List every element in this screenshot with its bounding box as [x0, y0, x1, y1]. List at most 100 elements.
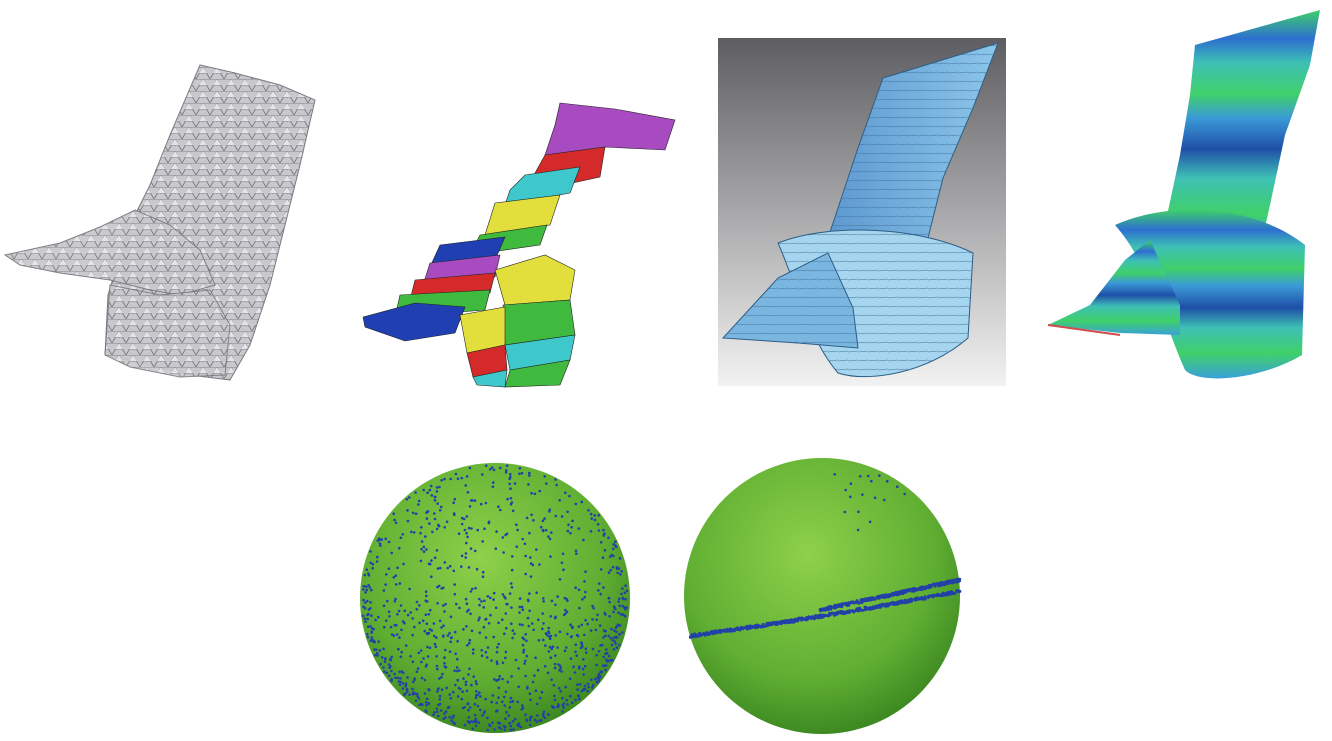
normal-point	[414, 491, 417, 494]
normal-point	[497, 686, 501, 690]
normal-point	[377, 640, 380, 643]
normal-point	[484, 501, 488, 505]
normal-point	[602, 629, 606, 632]
normal-point	[363, 607, 367, 610]
normal-point	[427, 701, 431, 705]
normal-point	[605, 659, 609, 662]
normal-point	[528, 471, 531, 475]
normal-point	[503, 728, 507, 732]
normal-point	[538, 696, 542, 700]
normal-point	[597, 650, 601, 653]
normal-point	[491, 721, 494, 725]
normal-point	[423, 692, 427, 695]
normal-point	[594, 628, 598, 632]
normal-point	[751, 625, 755, 629]
normal-point	[529, 716, 532, 719]
normal-point	[873, 496, 877, 500]
normal-point	[510, 586, 514, 589]
normal-point	[400, 650, 403, 654]
normal-point	[474, 680, 478, 683]
normal-point	[510, 622, 513, 625]
normal-point	[575, 552, 578, 555]
normal-point	[422, 550, 426, 553]
normal-point	[448, 632, 451, 635]
normal-point	[617, 624, 620, 627]
normal-point	[733, 627, 737, 631]
normal-point	[409, 611, 412, 614]
normal-point	[529, 575, 533, 578]
normal-point	[458, 606, 461, 610]
normal-point	[401, 533, 404, 536]
normal-point	[617, 567, 621, 570]
normal-point	[417, 503, 420, 506]
normal-point	[465, 541, 468, 545]
normal-point	[433, 642, 437, 646]
normal-point	[599, 592, 602, 596]
normal-point	[460, 554, 464, 558]
normal-point	[597, 529, 601, 532]
normal-point	[401, 620, 405, 623]
normal-point	[450, 719, 453, 722]
normal-point	[597, 679, 600, 683]
normal-point	[460, 522, 464, 526]
normal-point	[568, 494, 571, 498]
normal-point	[464, 552, 468, 555]
normal-point	[484, 636, 488, 639]
normal-point	[531, 680, 535, 684]
normal-point	[509, 487, 512, 490]
normal-point	[620, 592, 623, 596]
normal-point	[424, 613, 428, 616]
normal-point	[435, 707, 439, 711]
normal-point	[614, 540, 617, 543]
normal-point	[480, 654, 484, 657]
normal-point	[501, 536, 505, 539]
normal-point	[888, 603, 892, 606]
normal-point	[495, 530, 498, 533]
normal-point	[838, 605, 842, 608]
normal-point	[437, 687, 440, 690]
normal-point	[462, 677, 465, 680]
normal-point	[468, 667, 471, 671]
normal-point	[617, 611, 620, 614]
normal-point	[422, 657, 425, 660]
normal-point	[372, 627, 375, 631]
normal-point	[598, 672, 601, 676]
normal-point	[390, 633, 394, 636]
normal-point	[476, 528, 479, 532]
normal-point	[571, 519, 574, 523]
normal-point	[444, 648, 447, 652]
normal-point	[541, 627, 544, 631]
normal-point	[580, 500, 584, 504]
normal-point	[883, 604, 887, 608]
normal-point	[433, 495, 437, 499]
normal-point	[365, 568, 369, 571]
normal-point	[516, 700, 519, 704]
normal-point	[861, 493, 864, 496]
normal-point	[420, 676, 424, 680]
normal-point	[821, 613, 825, 617]
normal-point	[584, 618, 587, 622]
normal-point	[490, 659, 493, 662]
normal-point	[953, 591, 957, 595]
normal-point	[797, 617, 801, 621]
normal-point	[370, 614, 373, 617]
normal-point	[387, 610, 391, 614]
normal-point	[495, 660, 499, 663]
normal-point	[558, 499, 561, 502]
normal-point	[371, 562, 375, 566]
normal-point	[622, 597, 625, 601]
normal-point	[466, 491, 470, 494]
normal-point	[521, 537, 524, 541]
normal-point	[447, 705, 451, 709]
normal-point	[520, 605, 524, 609]
normal-point	[805, 618, 808, 621]
normal-point	[602, 655, 606, 659]
normal-point	[382, 647, 385, 651]
normal-point	[422, 545, 426, 549]
normal-point	[378, 649, 382, 652]
normal-point	[547, 713, 550, 716]
normal-point	[392, 634, 396, 637]
normal-point	[465, 475, 469, 478]
normal-point	[469, 547, 473, 550]
normal-point	[382, 604, 386, 608]
